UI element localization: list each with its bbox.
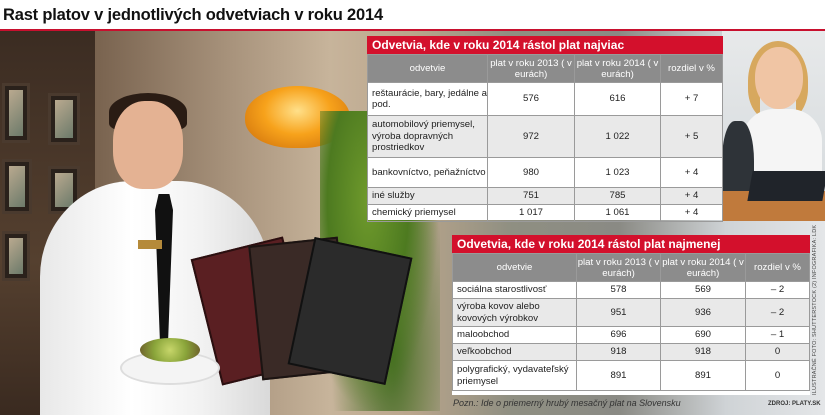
diff-cell: + 4 [660, 204, 723, 222]
column-header: odvetvie [452, 253, 577, 282]
top-growth-table-panel: Odvetvia, kde v roku 2014 rástol plat na… [367, 36, 723, 222]
sector-cell: výroba kovov alebo kovových výrobkov [452, 298, 577, 327]
bottom-growth-table-panel: Odvetvia, kde v roku 2014 rástol plat na… [452, 235, 810, 395]
sector-cell: automobilový priemysel, výroba dopravnýc… [367, 115, 488, 158]
column-header: rozdiel v % [660, 54, 723, 83]
diff-cell: – 2 [745, 298, 810, 327]
diff-cell: + 4 [660, 187, 723, 205]
table-row: reštaurácie, bary, jedálne a pod. 576 61… [367, 82, 723, 116]
salary-2013-cell: 918 [576, 343, 661, 361]
top-table-heading: Odvetvia, kde v roku 2014 rástol plat na… [367, 36, 723, 54]
footnote: Pozn.: Ide o priemerný hrubý mesačný pla… [453, 398, 681, 408]
salary-2014-cell: 1 061 [574, 204, 661, 222]
sector-cell: polygrafický, vydavateľský priemysel [452, 360, 577, 391]
salary-2013-cell: 951 [576, 298, 661, 327]
title-rule [0, 29, 825, 31]
sector-cell: iné služby [367, 187, 488, 205]
diff-cell: – 2 [745, 281, 810, 299]
wall-picture [2, 231, 30, 281]
bottom-table-heading: Odvetvia, kde v roku 2014 rástol plat na… [452, 235, 810, 253]
table-row: polygrafický, vydavateľský priemysel 891… [452, 360, 810, 391]
salary-2013-cell: 751 [487, 187, 575, 205]
sector-cell: veľkoobchod [452, 343, 577, 361]
sector-cell: sociálna starostlivosť [452, 281, 577, 299]
salary-2014-cell: 1 022 [574, 115, 661, 158]
wall-picture [2, 159, 32, 214]
wall-picture [2, 83, 30, 143]
wall-picture [48, 93, 80, 145]
waiter-face [113, 101, 183, 189]
salary-2014-cell: 690 [660, 326, 746, 344]
photo-credit-text: ILUSTRAČNÉ FOTO: SHUTTERSTOCK (2) INFOGR… [812, 224, 818, 395]
salary-2013-cell: 576 [487, 82, 575, 116]
laptop [747, 171, 825, 201]
diff-cell: – 1 [745, 326, 810, 344]
salary-2014-cell: 616 [574, 82, 661, 116]
salary-2014-cell: 569 [660, 281, 746, 299]
waiter-tie [155, 194, 173, 354]
source-label: ZDROJ: PLATY.SK [768, 401, 821, 407]
table-row: bankovníctvo, peňažníctvo 980 1 023 + 4 [367, 157, 723, 188]
column-header: plat v roku 2014 ( v eurách) [660, 253, 746, 282]
salary-2014-cell: 918 [660, 343, 746, 361]
salary-2013-cell: 891 [576, 360, 661, 391]
diff-cell: 0 [745, 360, 810, 391]
column-header: plat v roku 2013 ( v eurách) [487, 54, 575, 83]
woman-face [755, 47, 803, 109]
salary-2014-cell: 936 [660, 298, 746, 327]
table-row: sociálna starostlivosť 578 569 – 2 [452, 281, 810, 299]
food [140, 338, 200, 362]
diff-cell: + 5 [660, 115, 723, 158]
table-row: iné služby 751 785 + 4 [367, 187, 723, 205]
column-header: rozdiel v % [745, 253, 810, 282]
salary-2014-cell: 785 [574, 187, 661, 205]
page-title: Rast platov v jednotlivých odvetviach v … [3, 6, 383, 24]
table-header-row: odvetvie plat v roku 2013 ( v eurách) pl… [452, 253, 810, 282]
top-growth-table: odvetvie plat v roku 2013 ( v eurách) pl… [367, 54, 723, 222]
column-header: plat v roku 2014 ( v eurách) [574, 54, 661, 83]
sector-cell: bankovníctvo, peňažníctvo [367, 157, 488, 188]
salary-2014-cell: 1 023 [574, 157, 661, 188]
sector-cell: chemický priemysel [367, 204, 488, 222]
diff-cell: + 7 [660, 82, 723, 116]
table-row: chemický priemysel 1 017 1 061 + 4 [367, 204, 723, 222]
salary-2013-cell: 972 [487, 115, 575, 158]
salary-2013-cell: 696 [576, 326, 661, 344]
photo-credit: ILUSTRAČNÉ FOTO: SHUTTERSTOCK (2) INFOGR… [812, 225, 823, 397]
table-row: maloobchod 696 690 – 1 [452, 326, 810, 344]
salary-2013-cell: 980 [487, 157, 575, 188]
salary-2013-cell: 578 [576, 281, 661, 299]
salary-2014-cell: 891 [660, 360, 746, 391]
table-row: automobilový priemysel, výroba dopravnýc… [367, 115, 723, 158]
title-bar: Rast platov v jednotlivých odvetviach v … [0, 0, 825, 31]
diff-cell: 0 [745, 343, 810, 361]
bottom-growth-table: odvetvie plat v roku 2013 ( v eurách) pl… [452, 253, 810, 391]
table-row: výroba kovov alebo kovových výrobkov 951… [452, 298, 810, 327]
sector-cell: reštaurácie, bary, jedálne a pod. [367, 82, 488, 116]
salary-2013-cell: 1 017 [487, 204, 575, 222]
table-row: veľkoobchod 918 918 0 [452, 343, 810, 361]
column-header: odvetvie [367, 54, 488, 83]
column-header: plat v roku 2013 ( v eurách) [576, 253, 661, 282]
table-header-row: odvetvie plat v roku 2013 ( v eurách) pl… [367, 54, 723, 83]
name-badge [138, 240, 162, 249]
diff-cell: + 4 [660, 157, 723, 188]
sector-cell: maloobchod [452, 326, 577, 344]
